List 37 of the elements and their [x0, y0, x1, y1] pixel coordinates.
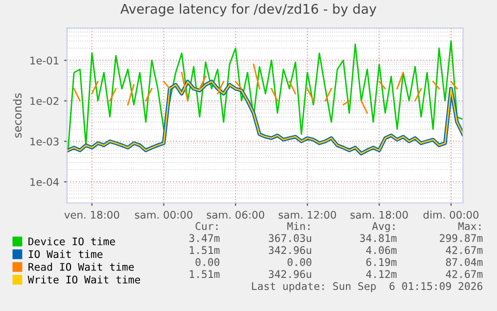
text: Min: [287, 222, 310, 230]
text: Max: [458, 222, 480, 230]
text: 1.51m [190, 246, 220, 254]
text: 34.81m [360, 234, 397, 242]
text: 342.96u [268, 270, 312, 278]
y-tick-label: 1e-02 [30, 97, 58, 105]
y-axis-title: seconds [13, 93, 22, 138]
legend-label: IO Wait time [28, 250, 102, 258]
text: 0.00 [196, 258, 220, 266]
text: 4.06m [366, 246, 397, 254]
text: Avg: [372, 222, 394, 232]
text: Last update: Sun Sep 6 01:15:09 2026 [252, 282, 482, 292]
x-tick-label: sam. 12:00 [278, 210, 336, 219]
chart-title: Average latency for /dev/zd16 - by day [120, 4, 376, 16]
text: 4.12m [366, 270, 397, 278]
x-tick-label: sam. 00:00 [135, 210, 192, 219]
text: 42.67m [446, 270, 483, 278]
text: 6.19m [366, 258, 397, 266]
legend-label: Device IO time [28, 237, 115, 246]
text: 367.03u [268, 234, 312, 242]
text: 0.00 [288, 258, 312, 266]
text: 342.96u [268, 246, 312, 254]
x-tick-label: sam. 18:00 [350, 210, 408, 219]
x-tick-label: sam. 06:00 [206, 210, 264, 219]
text: 87.04m [446, 258, 483, 266]
text: 42.67m [446, 246, 483, 254]
text: 299.87m [440, 234, 483, 242]
y-tick-label: 1e-04 [30, 178, 59, 186]
y-tick-label: 1e-01 [30, 56, 58, 64]
y-tick-label: 1e-03 [30, 138, 59, 146]
text: Cur: [196, 222, 218, 230]
text: 1.51m [190, 270, 220, 278]
x-tick-label: dim. 00:00 [423, 210, 478, 219]
legend-label: Read IO Wait time [28, 262, 134, 271]
text: 3.47m [189, 234, 220, 242]
x-tick-label: ven. 18:00 [64, 210, 120, 219]
legend-label: Write IO Wait time [28, 275, 140, 284]
